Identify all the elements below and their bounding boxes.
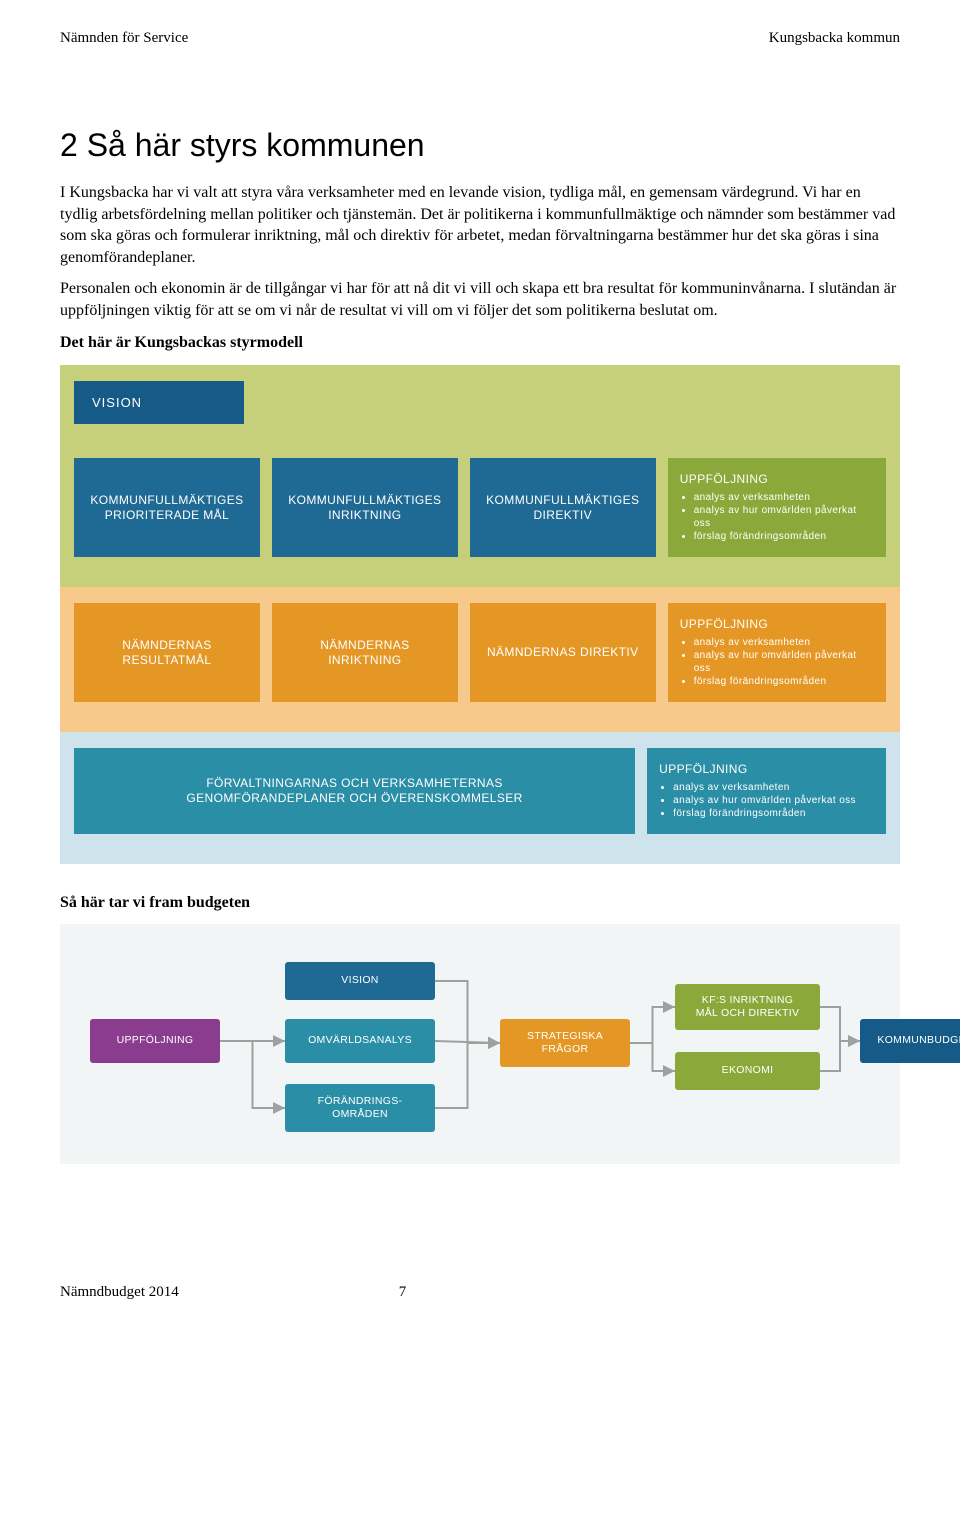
subheading-styrmodell: Det här är Kungsbackas styrmodell [60, 332, 900, 354]
kf-uppf-item-2: förslag förändringsområden [694, 530, 874, 543]
kf-row: KOMMUNFULLMÄKTIGES PRIORITERADE MÅL KOMM… [74, 458, 886, 557]
kf-uppf-item-1: analys av hur omvärlden påverkat oss [694, 504, 874, 530]
namnd-uppf-title: UPPFÖLJNING [680, 617, 874, 632]
namnd-uppf-item-0: analys av verksamheten [694, 636, 874, 649]
band-vision-kf: VISION KOMMUNFULLMÄKTIGES PRIORITERADE M… [60, 365, 900, 587]
kf-uppf-title: UPPFÖLJNING [680, 472, 874, 487]
footer-left: Nämndbudget 2014 [60, 1284, 179, 1301]
styrmodell-diagram: VISION KOMMUNFULLMÄKTIGES PRIORITERADE M… [60, 365, 900, 864]
namnd-box-2-label: NÄMNDERNAS DIREKTIV [487, 645, 639, 660]
kf-box-1-label: KOMMUNFULLMÄKTIGES INRIKTNING [284, 493, 446, 523]
kf-box-0-label: KOMMUNFULLMÄKTIGES PRIORITERADE MÅL [86, 493, 248, 523]
band-forvaltningar: FÖRVALTNINGARNAS OCH VERKSAMHETERNAS GEN… [60, 732, 900, 864]
forv-uppf-item-0: analys av verksamheten [673, 781, 874, 794]
node-vision: VISION [285, 962, 435, 1000]
paragraph-2: Personalen och ekonomin är de tillgångar… [60, 278, 900, 321]
namnd-uppf-list: analys av verksamheten analys av hur omv… [680, 636, 874, 688]
node-ekon: EKONOMI [675, 1052, 820, 1090]
namnd-box-0-label: NÄMNDERNAS RESULTATMÅL [86, 638, 248, 668]
subheading-budget-wrap: Så här tar vi fram budgeten [60, 892, 900, 914]
forv-uppfoljning: UPPFÖLJNING analys av verksamheten analy… [647, 748, 886, 834]
node-uppf: UPPFÖLJNING [90, 1019, 220, 1063]
vision-label: VISION [92, 395, 142, 410]
header-right: Kungsbacka kommun [769, 30, 900, 47]
namnd-box-1-label: NÄMNDERNAS INRIKTNING [284, 638, 446, 668]
namnd-box-direktiv: NÄMNDERNAS DIREKTIV [470, 603, 656, 702]
namnd-uppf-item-1: analys av hur omvärlden påverkat oss [694, 649, 874, 675]
page-title: 2 Så här styrs kommunen [60, 127, 900, 164]
namnd-row: NÄMNDERNAS RESULTATMÅL NÄMNDERNAS INRIKT… [74, 603, 886, 702]
namnd-box-resultatmal: NÄMNDERNAS RESULTATMÅL [74, 603, 260, 702]
subheading-budget: Så här tar vi fram budgeten [60, 892, 900, 914]
forv-uppf-list: analys av verksamheten analys av hur omv… [659, 781, 874, 820]
namnd-uppfoljning: UPPFÖLJNING analys av verksamheten analy… [668, 603, 886, 702]
node-budget: KOMMUNBUDGET [860, 1019, 960, 1063]
node-omv: OMVÄRLDSANALYS [285, 1019, 435, 1063]
namnd-box-inriktning: NÄMNDERNAS INRIKTNING [272, 603, 458, 702]
node-strat: STRATEGISKA FRÅGOR [500, 1019, 630, 1067]
footer-page: 7 [399, 1284, 407, 1301]
forv-row: FÖRVALTNINGARNAS OCH VERKSAMHETERNAS GEN… [74, 748, 886, 834]
paragraph-1: I Kungsbacka har vi valt att styra våra … [60, 182, 900, 268]
budget-process-diagram: UPPFÖLJNING VISION OMVÄRLDSANALYS FÖRÄNDRIN… [60, 924, 900, 1164]
node-forand: FÖRÄNDRINGS- OMRÅDEN [285, 1084, 435, 1132]
node-kfmal: KF:S INRIKTNING MÅL OCH DIREKTIV [675, 984, 820, 1030]
vision-box: VISION [74, 381, 244, 424]
kf-box-direktiv: KOMMUNFULLMÄKTIGES DIREKTIV [470, 458, 656, 557]
forv-uppf-title: UPPFÖLJNING [659, 762, 874, 777]
kf-box-2-label: KOMMUNFULLMÄKTIGES DIREKTIV [482, 493, 644, 523]
kf-uppf-list: analys av verksamheten analys av hur omv… [680, 491, 874, 543]
forv-box-label: FÖRVALTNINGARNAS OCH VERKSAMHETERNAS GEN… [145, 776, 565, 806]
body-text: I Kungsbacka har vi valt att styra våra … [60, 182, 900, 353]
kf-box-prioriterade-mal: KOMMUNFULLMÄKTIGES PRIORITERADE MÅL [74, 458, 260, 557]
forv-uppf-item-2: förslag förändringsområden [673, 807, 874, 820]
header-left: Nämnden för Service [60, 30, 188, 47]
page-footer: Nämndbudget 2014 7 [60, 1284, 900, 1301]
kf-uppf-item-0: analys av verksamheten [694, 491, 874, 504]
kf-box-inriktning: KOMMUNFULLMÄKTIGES INRIKTNING [272, 458, 458, 557]
page-header: Nämnden för Service Kungsbacka kommun [60, 30, 900, 47]
kf-uppfoljning: UPPFÖLJNING analys av verksamheten analy… [668, 458, 886, 557]
forv-box-genomforande: FÖRVALTNINGARNAS OCH VERKSAMHETERNAS GEN… [74, 748, 635, 834]
forv-uppf-item-1: analys av hur omvärlden påverkat oss [673, 794, 874, 807]
band-namnder: NÄMNDERNAS RESULTATMÅL NÄMNDERNAS INRIKT… [60, 587, 900, 732]
namnd-uppf-item-2: förslag förändringsområden [694, 675, 874, 688]
